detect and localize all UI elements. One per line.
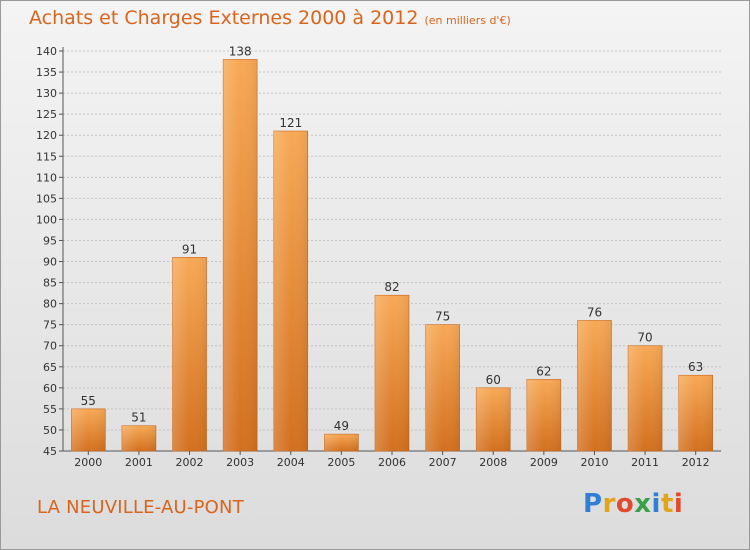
y-tick-label: 130 xyxy=(36,87,57,100)
bar-shade-2005 xyxy=(324,434,359,451)
bar-shade-2003 xyxy=(223,59,258,451)
bar-shade-2012 xyxy=(678,375,713,451)
data-label-2009: 62 xyxy=(536,364,551,378)
y-tick-label: 120 xyxy=(36,129,57,142)
y-tick-label: 55 xyxy=(43,403,57,416)
bar-shade-2009 xyxy=(526,379,561,451)
data-label-2007: 75 xyxy=(435,310,450,324)
y-tick-label: 105 xyxy=(36,192,57,205)
y-tick-label: 140 xyxy=(36,45,57,58)
y-tick-label: 85 xyxy=(43,277,57,290)
bar-shade-2007 xyxy=(425,324,460,451)
chart-title-text: Achats et Charges Externes 2000 à 2012 xyxy=(29,7,419,29)
x-tick-label-2002: 2002 xyxy=(176,456,204,469)
x-tick-label-2012: 2012 xyxy=(682,456,710,469)
data-label-2011: 70 xyxy=(637,331,652,345)
x-axis: 2000 2001 2002 2003 2004 2005 2006 2007 2008 2009… xyxy=(74,451,710,469)
y-tick-label: 95 xyxy=(43,234,57,247)
data-label-2010: 76 xyxy=(587,305,602,319)
data-label-2004: 121 xyxy=(279,116,302,130)
data-label-2005: 49 xyxy=(334,419,349,433)
city-name: LA NEUVILLE-AU-PONT xyxy=(37,497,244,518)
x-tick-label-2011: 2011 xyxy=(631,456,659,469)
y-tick-label: 90 xyxy=(43,256,57,269)
x-tick-label-2004: 2004 xyxy=(277,456,305,469)
y-tick-label: 60 xyxy=(43,382,57,395)
data-label-2002: 91 xyxy=(182,242,197,256)
bar-shade-2000 xyxy=(71,408,106,451)
x-tick-label-2007: 2007 xyxy=(429,456,457,469)
bar-shade-2004 xyxy=(273,131,308,451)
x-tick-label-2003: 2003 xyxy=(226,456,254,469)
bar-shade-2010 xyxy=(577,320,612,451)
y-tick-label: 75 xyxy=(43,319,57,332)
proxiti-logo: Proxiti xyxy=(583,489,684,519)
y-tick-label: 135 xyxy=(36,66,57,79)
y-tick-label: 100 xyxy=(36,213,57,226)
x-tick-label-2006: 2006 xyxy=(378,456,406,469)
x-tick-label-2010: 2010 xyxy=(580,456,608,469)
y-tick-label: 45 xyxy=(43,445,57,458)
x-tick-label-2000: 2000 xyxy=(74,456,102,469)
data-label-2012: 63 xyxy=(688,360,703,374)
x-tick-label-2008: 2008 xyxy=(479,456,507,469)
data-label-2000: 55 xyxy=(81,394,96,408)
y-tick-label: 125 xyxy=(36,108,57,121)
bar-shade-2008 xyxy=(476,387,511,451)
bars: 55 51 91 138 121 49 82 75 60 62 76 70 63 xyxy=(71,44,713,452)
chart-unit-label: (en milliers d'€) xyxy=(424,14,511,27)
data-label-2001: 51 xyxy=(131,411,146,425)
y-tick-label: 80 xyxy=(43,298,57,311)
chart-title: Achats et Charges Externes 2000 à 2012 (e… xyxy=(29,7,511,29)
bar-shade-2006 xyxy=(375,295,409,451)
x-tick-label-2009: 2009 xyxy=(530,456,558,469)
x-tick-label-2001: 2001 xyxy=(125,456,153,469)
x-tick-label-2005: 2005 xyxy=(327,456,355,469)
data-label-2003: 138 xyxy=(229,44,252,58)
bar-shade-2001 xyxy=(121,425,156,451)
y-tick-label: 50 xyxy=(43,424,57,437)
bar-shade-2002 xyxy=(172,257,207,451)
y-tick-label: 110 xyxy=(36,171,57,184)
y-tick-label: 65 xyxy=(43,361,57,374)
bar-shade-2011 xyxy=(628,345,663,451)
data-label-2008: 60 xyxy=(486,373,501,387)
data-label-2006: 82 xyxy=(384,280,399,294)
y-tick-label: 70 xyxy=(43,340,57,353)
y-tick-label: 115 xyxy=(36,150,57,163)
